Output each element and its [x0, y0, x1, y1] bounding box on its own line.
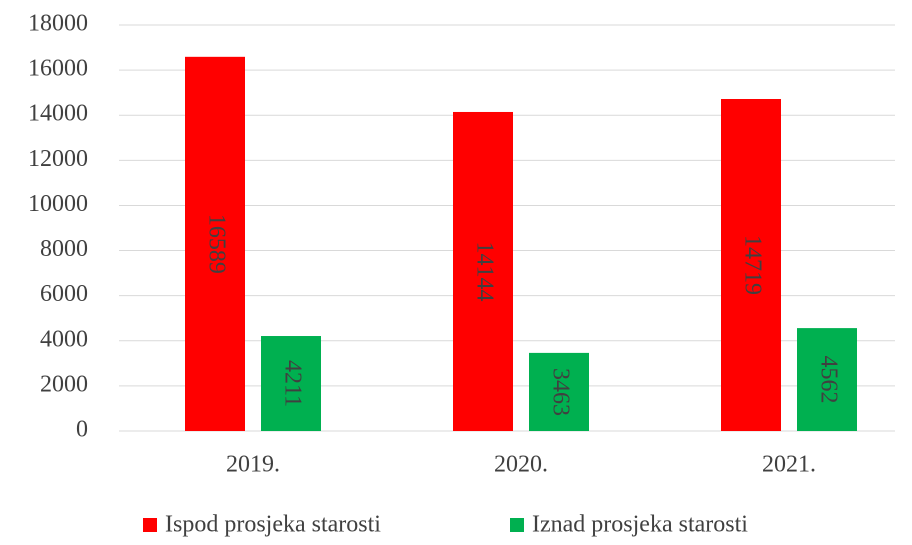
y-tick-label: 6000 [40, 281, 88, 307]
y-tick-label: 10000 [28, 191, 88, 217]
data-label: 16589 [203, 214, 229, 274]
bar [185, 56, 245, 431]
data-label: 4562 [815, 356, 841, 404]
y-tick-label: 12000 [28, 146, 88, 172]
y-tick-label: 8000 [40, 236, 88, 262]
data-label: 14144 [471, 241, 497, 301]
bar [721, 99, 781, 432]
data-label: 4211 [279, 360, 305, 407]
y-tick-label: 16000 [28, 56, 88, 82]
y-tick-label: 2000 [40, 371, 88, 397]
bar [453, 111, 513, 432]
y-tick-label: 4000 [40, 326, 88, 352]
x-tick-label: 2020. [494, 452, 548, 478]
bar [797, 328, 857, 431]
y-tick-label: 14000 [28, 101, 88, 127]
bar [529, 352, 589, 431]
data-label: 3463 [547, 368, 573, 416]
legend-label: Ispod prosjeka starosti [165, 512, 381, 538]
data-label: 14719 [739, 235, 765, 295]
x-tick-label: 2021. [762, 452, 816, 478]
bar [261, 336, 321, 431]
y-tick-label: 0 [76, 417, 88, 443]
legend-label: Iznad prosjeka starosti [532, 512, 748, 538]
legend-swatch [510, 518, 524, 532]
y-tick-label: 18000 [28, 11, 88, 37]
x-tick-label: 2019. [226, 452, 280, 478]
legend-swatch [143, 518, 157, 532]
